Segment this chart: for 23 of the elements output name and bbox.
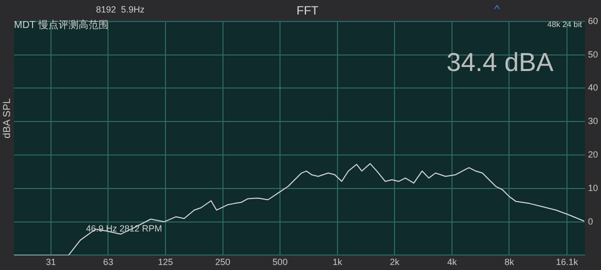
x-tick-label: 4k [447,257,458,268]
chart-title: FFT [296,4,320,18]
y-tick-label: 30 [588,116,598,126]
x-tick-label: 250 [215,257,230,268]
annotation: MDT 慢点评测高范围 [14,18,108,31]
y-tick-label: 60 [588,16,598,26]
x-tick-label: 2k [390,257,400,268]
y-tick-label: 0 [588,216,594,226]
x-tick-label: 63 [103,257,114,268]
x-tick-label: 500 [272,257,288,268]
text: 8192 5.9Hz [96,4,146,14]
annotation: 48k 24 bit [547,20,583,30]
y-tick-label: 40 [588,82,598,93]
y-tick-label: 50 [588,49,598,60]
x-tick-label: 31 [46,257,56,268]
annotation: 34.4 dBA [446,47,554,78]
x-tick-label: 16.1k [556,257,579,268]
y-tick-label: 10 [588,182,598,193]
x-tick-label: 8k [504,257,514,268]
x-tick-label: 1k [332,257,343,268]
x-tick-label: 125 [158,257,173,268]
y-axis-title: dBA SPL [2,98,13,138]
y-tick-label: 20 [588,149,598,160]
